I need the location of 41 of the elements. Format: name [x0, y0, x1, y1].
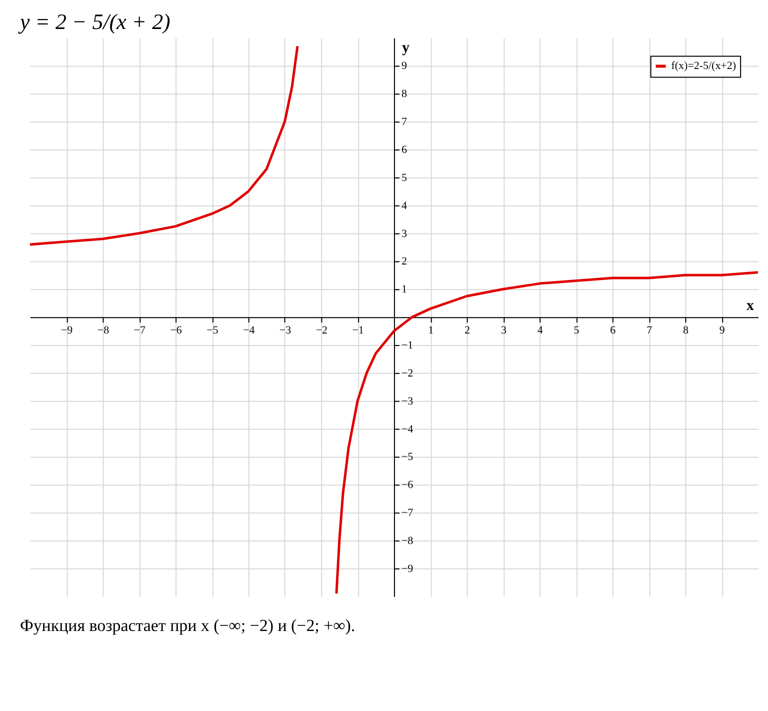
- x-tick-label: 3: [500, 324, 507, 337]
- y-tick-label: −3: [401, 395, 414, 408]
- y-tick-label: −2: [401, 367, 414, 380]
- chart-title: y = 2 − 5/(x + 2): [18, 8, 170, 34]
- legend-label: f(x)=2-5/(x+2): [671, 60, 736, 72]
- y-tick-label: −6: [401, 479, 414, 492]
- y-tick-label: 8: [401, 88, 408, 100]
- y-axis-title: y: [402, 40, 410, 56]
- x-tick-label: 2: [464, 324, 470, 337]
- y-tick-label: 2: [401, 256, 407, 268]
- y-tick-label: 9: [401, 60, 408, 72]
- y-tick-label: −4: [401, 423, 414, 436]
- x-tick-label: −2: [316, 324, 328, 337]
- x-tick-label: 7: [646, 324, 653, 337]
- x-tick-label: −8: [97, 324, 110, 337]
- x-tick-label: −3: [279, 324, 292, 337]
- y-tick-label: 1: [401, 284, 407, 296]
- x-tick-label: −5: [206, 324, 219, 337]
- x-tick-label: 1: [428, 324, 434, 337]
- y-tick-label: 3: [401, 228, 408, 240]
- x-tick-label: −1: [352, 324, 364, 337]
- x-axis-title: x: [746, 298, 755, 314]
- x-tick-label: 9: [719, 324, 726, 337]
- y-tick-label: −1: [401, 339, 414, 352]
- y-tick-label: 7: [401, 116, 408, 128]
- x-tick-label: −4: [243, 324, 256, 337]
- y-tick-label: 6: [401, 144, 408, 156]
- x-tick-label: 5: [574, 324, 580, 337]
- x-tick-label: −9: [60, 324, 74, 337]
- x-tick-label: −7: [134, 324, 146, 337]
- y-tick-label: −7: [401, 507, 414, 520]
- y-tick-label: 4: [401, 200, 408, 212]
- text: Функция возрастает при x (−∞; −2) и (−2; +∞).: [20, 616, 356, 636]
- x-tick-label: −6: [170, 324, 182, 337]
- y-tick-label: −8: [401, 534, 414, 547]
- x-tick-label: 8: [682, 324, 689, 337]
- y-tick-label: 5: [401, 172, 408, 184]
- x-tick-label: 6: [610, 324, 616, 337]
- x-tick-label: 4: [537, 324, 544, 337]
- y-tick-label: −9: [401, 562, 414, 575]
- y-tick-label: −5: [401, 451, 414, 464]
